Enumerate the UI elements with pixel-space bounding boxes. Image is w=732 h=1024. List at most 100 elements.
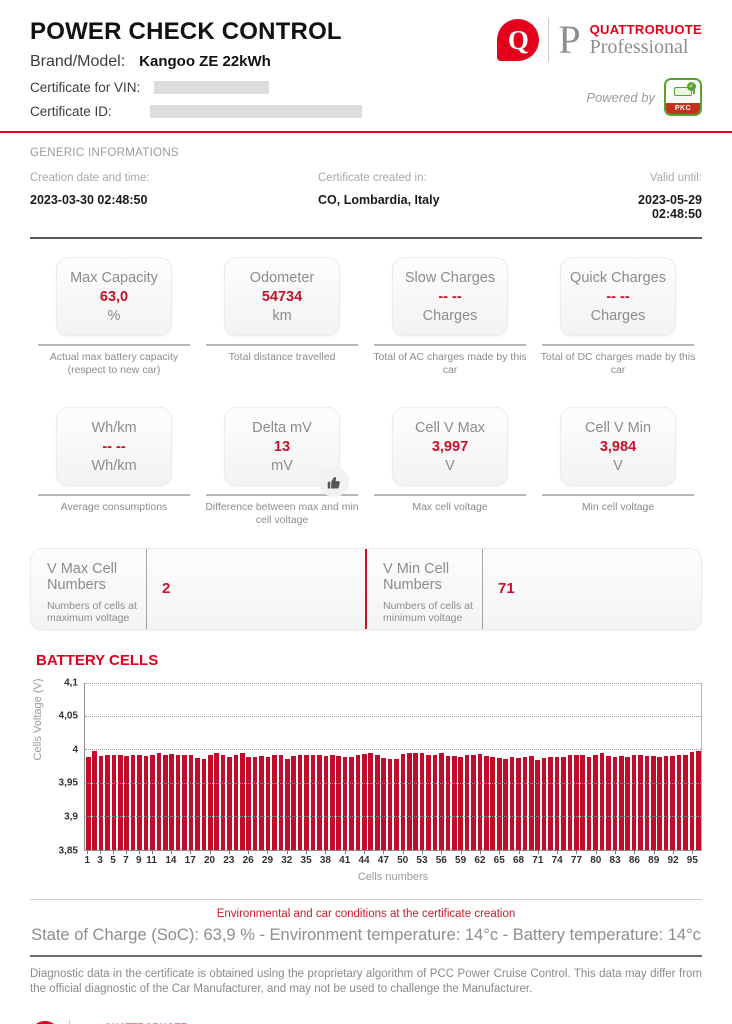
y-tick-label: 3,9 — [64, 811, 78, 823]
card-title: Max Capacity — [70, 269, 158, 286]
card-value: 3,997 — [431, 438, 469, 455]
cell-voltage-bar — [355, 755, 361, 850]
created-in-label: Certificate created in: — [318, 172, 427, 184]
y-tick-label: 3,85 — [58, 845, 78, 856]
brand-model-value: Kangoo ZE 22kWh — [139, 53, 271, 70]
cell-voltage-bar — [240, 753, 245, 850]
cell-voltage-bar — [227, 757, 232, 850]
cell-voltage-bar — [105, 755, 110, 850]
cell-voltage-bar — [651, 755, 656, 850]
x-tick-label: 7 — [123, 854, 129, 866]
vin-label: Certificate for VIN: — [30, 80, 141, 95]
cell-voltage-bar — [85, 757, 91, 850]
cell-voltage-bar — [644, 755, 650, 850]
cell-voltage-bar — [445, 755, 451, 850]
cell-voltage-bar — [297, 754, 303, 850]
x-tick-label: 17 — [184, 854, 196, 866]
cell-voltage-bar — [503, 758, 508, 850]
battery-icon — [674, 87, 695, 96]
card-unit: km — [272, 307, 292, 324]
cell-voltage-bar — [291, 755, 297, 850]
cell-voltage-bar — [477, 753, 483, 850]
x-tick-label: 20 — [203, 854, 216, 866]
cell-voltage-bar — [612, 756, 618, 850]
x-tick-label: 35 — [300, 854, 312, 866]
card-unit: V — [613, 457, 623, 474]
cell-voltage-bar — [657, 756, 663, 850]
creation-date-value: 2023-03-30 02:48:50 — [30, 193, 148, 207]
cell-voltage-bar — [182, 754, 187, 850]
chart-y-tick-labels: 4,1 4,05 4 3,95 3,9 3,85 — [48, 677, 84, 856]
p-logo-letter: P — [79, 1021, 95, 1024]
x-tick-label: 62 — [474, 854, 486, 866]
cell-voltage-bar — [265, 757, 271, 850]
footer: Q P QUATTRORUOTE Professional E D Editor… — [0, 1019, 732, 1024]
cell-voltage-bar — [522, 757, 528, 850]
section-rule — [30, 237, 702, 239]
page-title: POWER CHECK CONTROL — [30, 18, 342, 45]
cell-voltage-bar — [323, 755, 329, 850]
logo-divider — [548, 18, 550, 62]
cell-voltage-bar — [407, 752, 412, 850]
cell-voltage-bar — [554, 757, 560, 850]
cell-voltage-bar — [310, 754, 316, 850]
v-max-cell-value: 2 — [162, 580, 171, 597]
stat-card-whkm: Wh/km -- -- Wh/km Average consumptions — [30, 407, 198, 527]
stat-card-quick-charges: Quick Charges -- -- Charges Total of DC … — [534, 257, 702, 377]
stat-card-slow-charges: Slow Charges -- -- Charges Total of AC c… — [366, 257, 534, 377]
x-tick-label: 95 — [686, 854, 698, 866]
section-title: GENERIC INFORMATIONS — [30, 147, 179, 159]
card-unit: % — [107, 307, 121, 324]
x-tick-label: 77 — [570, 854, 583, 866]
ed-logo-icon: E — [522, 1020, 540, 1024]
cell-voltage-bar — [284, 758, 290, 850]
cell-voltage-bar — [593, 754, 598, 850]
y-tick-label: 4 — [72, 744, 78, 756]
card-divider — [206, 344, 358, 346]
x-tick-label: 5 — [110, 854, 116, 866]
cell-voltage-bar — [586, 756, 592, 850]
cell-voltage-bar — [362, 753, 367, 850]
card-value: 54734 — [261, 288, 303, 305]
x-tick-label: 50 — [397, 854, 409, 866]
x-tick-label: 71 — [532, 854, 544, 866]
cell-voltage-bar — [548, 756, 553, 850]
cell-voltage-bar — [451, 755, 457, 850]
card-unit: Charges — [590, 307, 646, 324]
card-title: Delta mV — [252, 419, 312, 436]
quattroruote-professional-logo: Q P QUATTRORUOTE Professional — [497, 18, 702, 62]
chart-y-axis-title: Cells Voltage (V) — [32, 678, 44, 760]
card-title: Cell V Min — [584, 419, 652, 436]
card-divider — [38, 494, 190, 497]
card-value: 63,0 — [99, 288, 129, 305]
card-divider — [206, 494, 358, 497]
x-tick-label: 65 — [493, 854, 505, 866]
card-title: Cell V Max — [414, 419, 486, 436]
cell-voltage-bar — [509, 757, 515, 850]
cell-voltage-bar — [162, 755, 168, 850]
cell-voltage-bar — [92, 751, 97, 850]
cell-voltage-bar — [471, 754, 476, 850]
conditions-values: State of Charge (SoC): 63,9 % - Environm… — [31, 925, 701, 944]
cert-id-redacted-value — [149, 105, 362, 118]
card-divider — [38, 344, 190, 346]
cell-voltage-bar — [259, 755, 264, 850]
v-min-cell-value: 71 — [498, 580, 515, 597]
x-tick-label: 92 — [667, 854, 679, 866]
header-right: Q P QUATTRORUOTE Professional Powered by… — [497, 18, 702, 119]
cell-voltage-bar — [464, 755, 470, 850]
chart-title: BATTERY CELLS — [36, 651, 159, 669]
q-logo-icon: Q — [497, 19, 540, 61]
cell-voltage-bar — [329, 755, 335, 850]
cell-voltage-bar — [272, 754, 277, 850]
cell-voltage-bar — [413, 753, 419, 850]
cell-voltage-bar — [201, 758, 207, 850]
cell-voltage-bar — [169, 753, 174, 850]
chart-plot-area — [84, 682, 702, 851]
cell-voltage-bar — [695, 751, 701, 850]
thumbs-up-icon — [319, 467, 349, 498]
cell-voltage-bar — [683, 755, 688, 850]
card-value: -- -- — [606, 288, 630, 305]
cell-voltage-bar — [304, 755, 309, 850]
x-tick-label: 1 — [84, 854, 90, 866]
